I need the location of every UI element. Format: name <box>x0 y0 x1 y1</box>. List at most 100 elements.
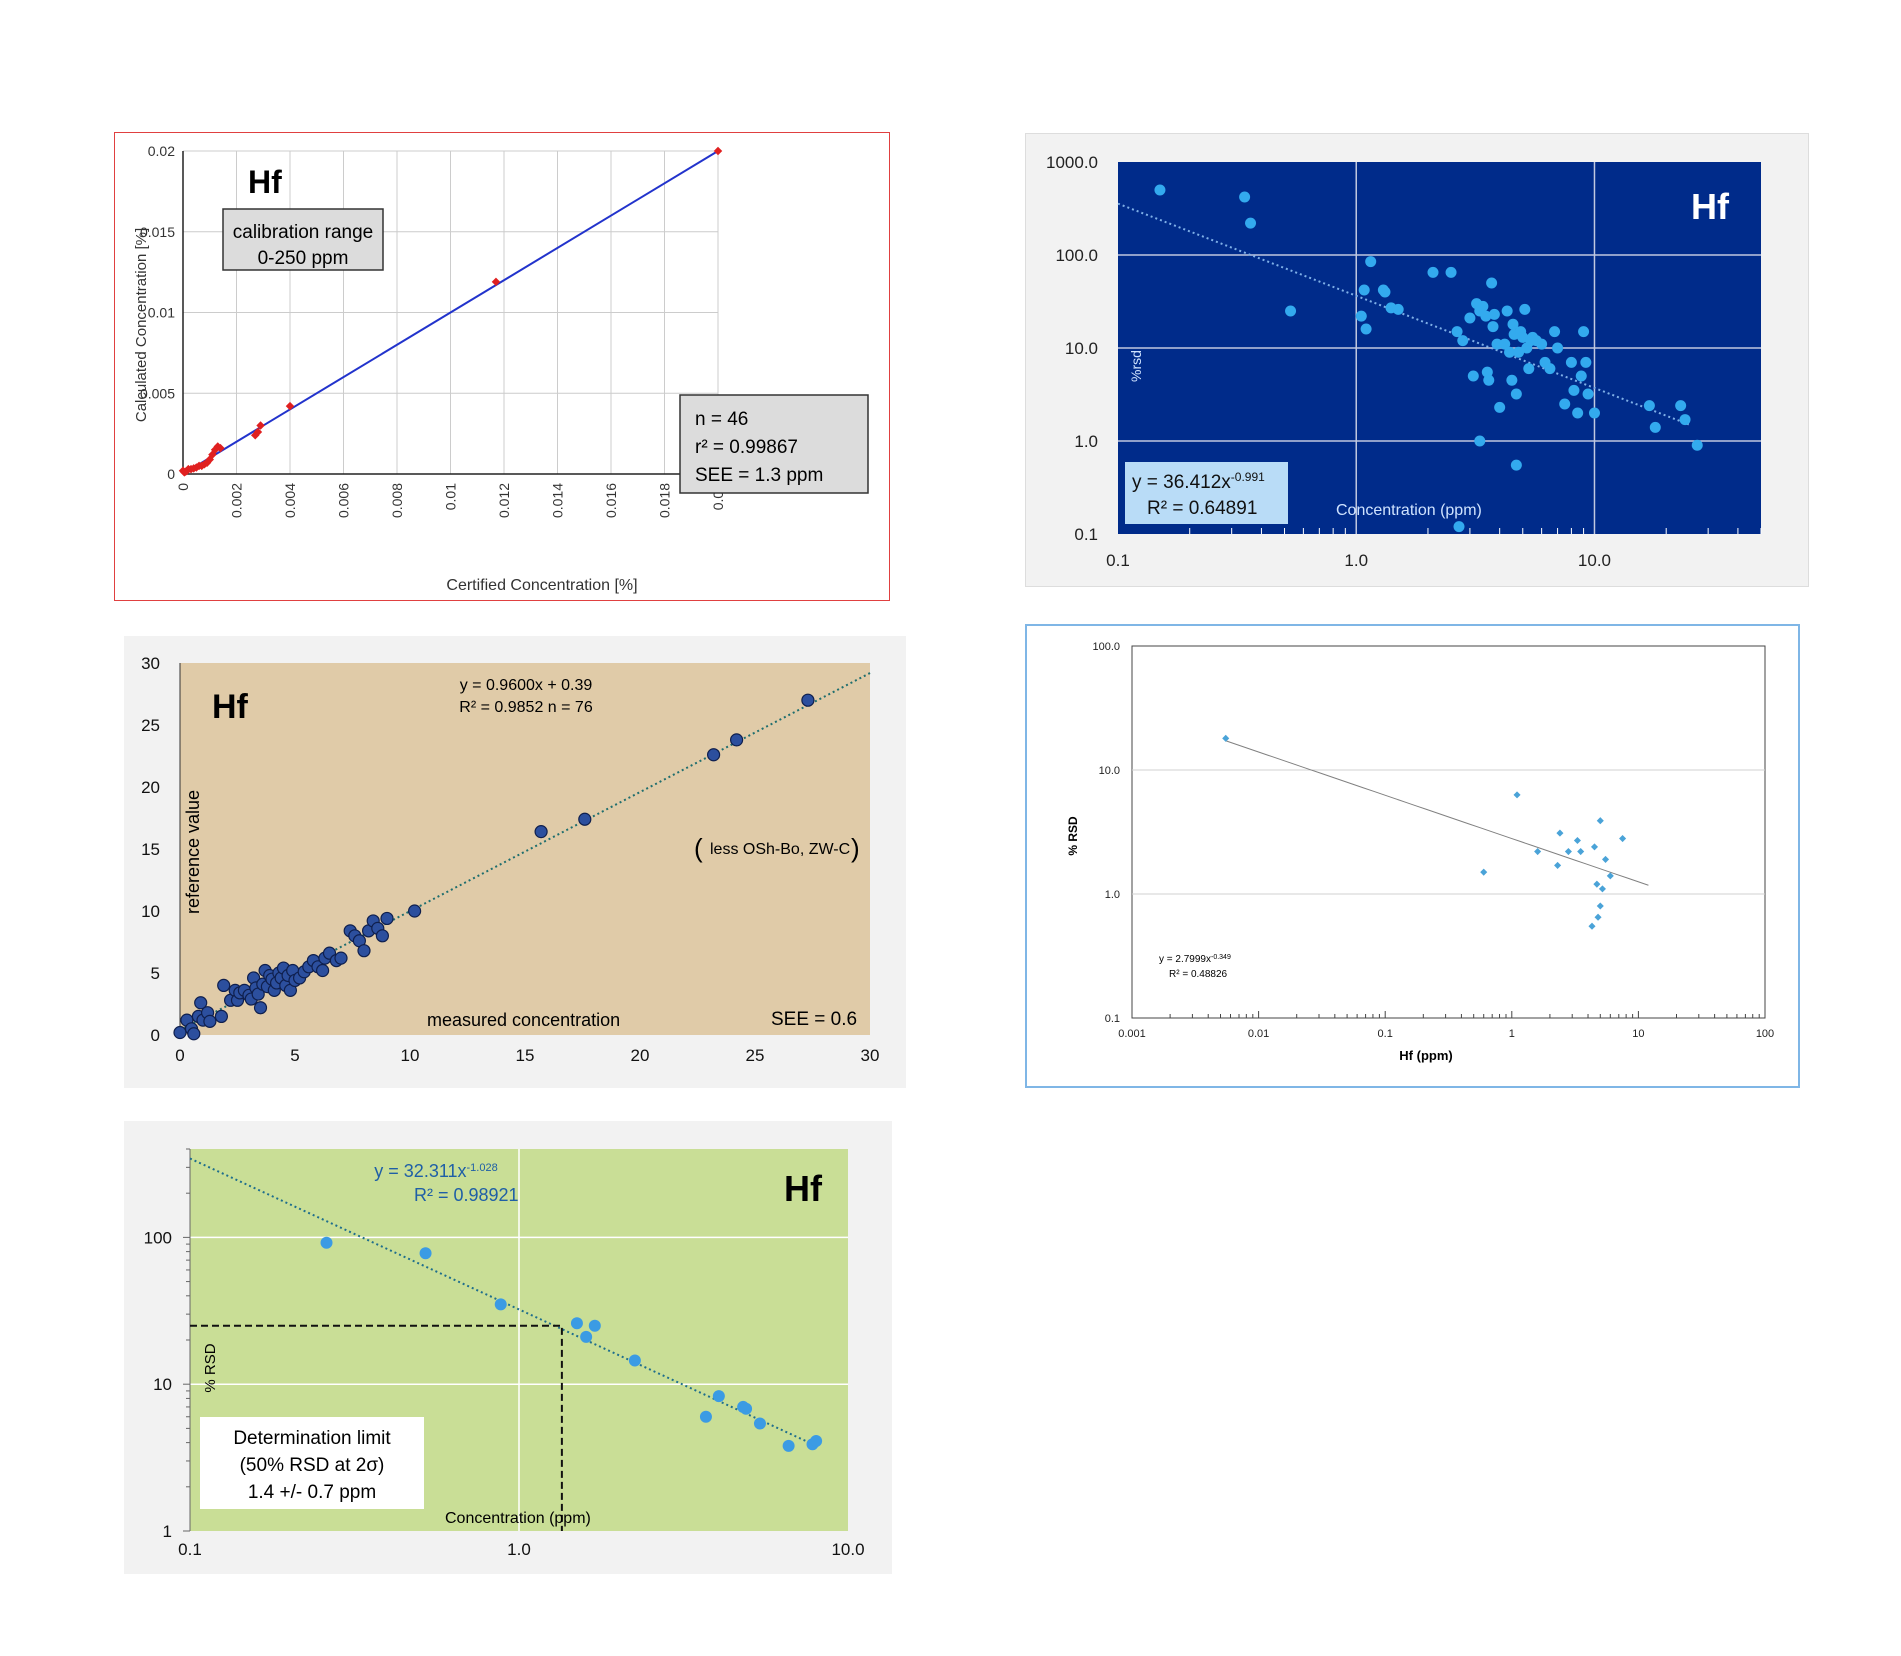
rsd-blue-point <box>1506 374 1518 386</box>
rsd-blue-y-tick-label: 100.0 <box>1055 246 1098 265</box>
rsd-white-y-tick-label: 0.1 <box>1105 1013 1120 1025</box>
reference-x-tick-label: 25 <box>746 1046 765 1065</box>
calibration-stat-r2: r² = 0.99867 <box>695 437 798 458</box>
determination-box-line-1: Determination limit <box>233 1428 391 1449</box>
reference-bracket-open: ( <box>694 833 703 863</box>
determination-y-axis-label: % RSD <box>202 1343 219 1392</box>
rsd-blue-point <box>1649 421 1661 433</box>
calibration-y-tick-label: 0.01 <box>148 305 175 321</box>
calibration-range-value: 0-250 ppm <box>258 248 349 269</box>
reference-y-tick-label: 30 <box>141 654 160 673</box>
rsd-white-x-tick-label: 100 <box>1756 1028 1774 1040</box>
rsd-blue-point <box>1501 305 1513 317</box>
rsd-blue-r2: R² = 0.64891 <box>1147 498 1257 519</box>
rsd-blue-point <box>1536 338 1548 350</box>
rsd-blue-point <box>1355 310 1367 322</box>
rsd-white-equation: y = 2.7999x-0.349 <box>1159 954 1231 966</box>
rsd-white-y-axis-label: % RSD <box>1066 816 1080 856</box>
determination-point <box>740 1402 753 1415</box>
reference-r2-n: R² = 0.9852 n = 76 <box>459 699 593 716</box>
calibration-x-tick-label: 0.018 <box>657 483 673 518</box>
determination-x-axis-label: Concentration (ppm) <box>445 1510 591 1527</box>
reference-point <box>217 978 231 992</box>
rsd-blue-point <box>1453 521 1465 533</box>
determination-x-tick-label: 0.1 <box>178 1540 202 1559</box>
rsd-blue-chart-panel: 0.1 1.0 10.0 0.1 1.0 10.0 100.0 1000.0 Hf %rsd… <box>1025 133 1809 587</box>
rsd-blue-point <box>1285 305 1297 317</box>
reference-x-tick-label: 20 <box>631 1046 650 1065</box>
calibration-stats-box <box>679 394 869 494</box>
determination-limit-chart: 0.1 1.0 10.0 1 10 100 Hf y = 32.311x-1.028 R… <box>144 1148 865 1559</box>
determination-r2: R² = 0.98921 <box>414 1185 519 1205</box>
rsd-white-r2: R² = 0.48826 <box>1169 969 1228 980</box>
rsd-blue-point <box>1491 338 1503 350</box>
reference-chart-panel: 0 5 10 15 20 25 30 0 5 10 15 20 25 30 Hf y = 0.9600x… <box>124 636 906 1088</box>
reference-x-tick-label: 30 <box>861 1046 880 1065</box>
rsd-blue-chart: 0.1 1.0 10.0 0.1 1.0 10.0 100.0 1000.0 Hf %rsd… <box>1046 153 1762 570</box>
determination-point <box>419 1247 432 1260</box>
rsd-blue-point <box>1474 435 1486 447</box>
rsd-blue-point <box>1565 356 1577 368</box>
determination-point <box>570 1317 583 1330</box>
reference-y-tick-label: 20 <box>141 778 160 797</box>
reference-y-tick-label: 5 <box>151 964 160 983</box>
rsd-blue-point <box>1467 370 1479 382</box>
rsd-blue-point <box>1427 266 1439 278</box>
rsd-blue-point <box>1358 284 1370 296</box>
reference-point <box>534 825 548 839</box>
rsd-white-point <box>1222 734 1230 742</box>
rsd-blue-point <box>1486 277 1498 289</box>
rsd-blue-point <box>1488 308 1500 320</box>
rsd-blue-point <box>1504 346 1516 358</box>
calibration-point <box>256 421 265 430</box>
rsd-white-point <box>1596 817 1604 825</box>
calibration-x-tick-label: 0 <box>175 483 191 491</box>
rsd-blue-point <box>1451 326 1463 338</box>
rsd-blue-element-label: Hf <box>1691 186 1730 227</box>
rsd-blue-point <box>1588 407 1600 419</box>
reference-point <box>375 929 389 943</box>
rsd-blue-point <box>1360 323 1372 335</box>
determination-point <box>753 1417 766 1430</box>
determination-x-tick-label: 1.0 <box>507 1540 531 1559</box>
calibration-y-tick-label: 0.015 <box>140 224 175 240</box>
determination-point <box>588 1319 601 1332</box>
rsd-blue-point <box>1239 191 1251 203</box>
reference-y-tick-label: 15 <box>141 840 160 859</box>
rsd-white-chart: 0.001 0.01 0.1 1 10 100 0.1 1.0 10.0 100.0 y = 2… <box>1066 641 1774 1063</box>
rsd-blue-point <box>1519 303 1531 315</box>
calibration-element-label: Hf <box>248 164 282 200</box>
rsd-blue-point <box>1510 388 1522 400</box>
rsd-white-x-tick-label: 0.001 <box>1118 1028 1146 1040</box>
rsd-blue-point <box>1499 338 1511 350</box>
rsd-white-x-axis-label: Hf (ppm) <box>1399 1048 1452 1063</box>
rsd-blue-point <box>1510 459 1522 471</box>
reference-point <box>706 748 721 762</box>
rsd-white-x-tick-label: 0.1 <box>1378 1028 1393 1040</box>
reference-point <box>173 1025 187 1040</box>
rsd-blue-point <box>1480 310 1492 322</box>
rsd-white-y-tick-label: 100.0 <box>1092 641 1120 653</box>
calibration-x-tick-label: 0.004 <box>282 483 298 518</box>
determination-y-tick-label: 10 <box>153 1375 172 1394</box>
reference-x-tick-label: 15 <box>516 1046 535 1065</box>
calibration-x-tick-label: 0.008 <box>389 483 405 518</box>
calibration-stat-see: SEE = 1.3 ppm <box>695 465 823 486</box>
rsd-white-y-tick-label: 10.0 <box>1099 765 1120 777</box>
determination-limit-chart-panel: 0.1 1.0 10.0 1 10 100 Hf y = 32.311x-1.028 R… <box>124 1121 892 1574</box>
rsd-blue-point <box>1513 346 1525 358</box>
rsd-blue-y-axis-label: %rsd <box>1128 350 1144 382</box>
rsd-blue-point <box>1392 303 1404 315</box>
rsd-blue-equation: y = 36.412x-0.991 <box>1132 470 1265 493</box>
reference-see: SEE = 0.6 <box>771 1009 857 1030</box>
calibration-x-tick-label: 0.01 <box>443 483 459 510</box>
reference-point <box>253 1001 268 1015</box>
rsd-blue-equation-box <box>1125 462 1288 524</box>
reference-x-tick-label: 10 <box>401 1046 420 1065</box>
rsd-white-point <box>1596 902 1604 910</box>
calibration-y-tick-label: 0 <box>167 466 175 482</box>
reference-x-tick-label: 0 <box>175 1046 184 1065</box>
rsd-blue-point <box>1464 312 1476 324</box>
calibration-y-axis-label: Calculated Concentration [%] <box>133 228 150 422</box>
rsd-blue-point <box>1154 184 1166 196</box>
